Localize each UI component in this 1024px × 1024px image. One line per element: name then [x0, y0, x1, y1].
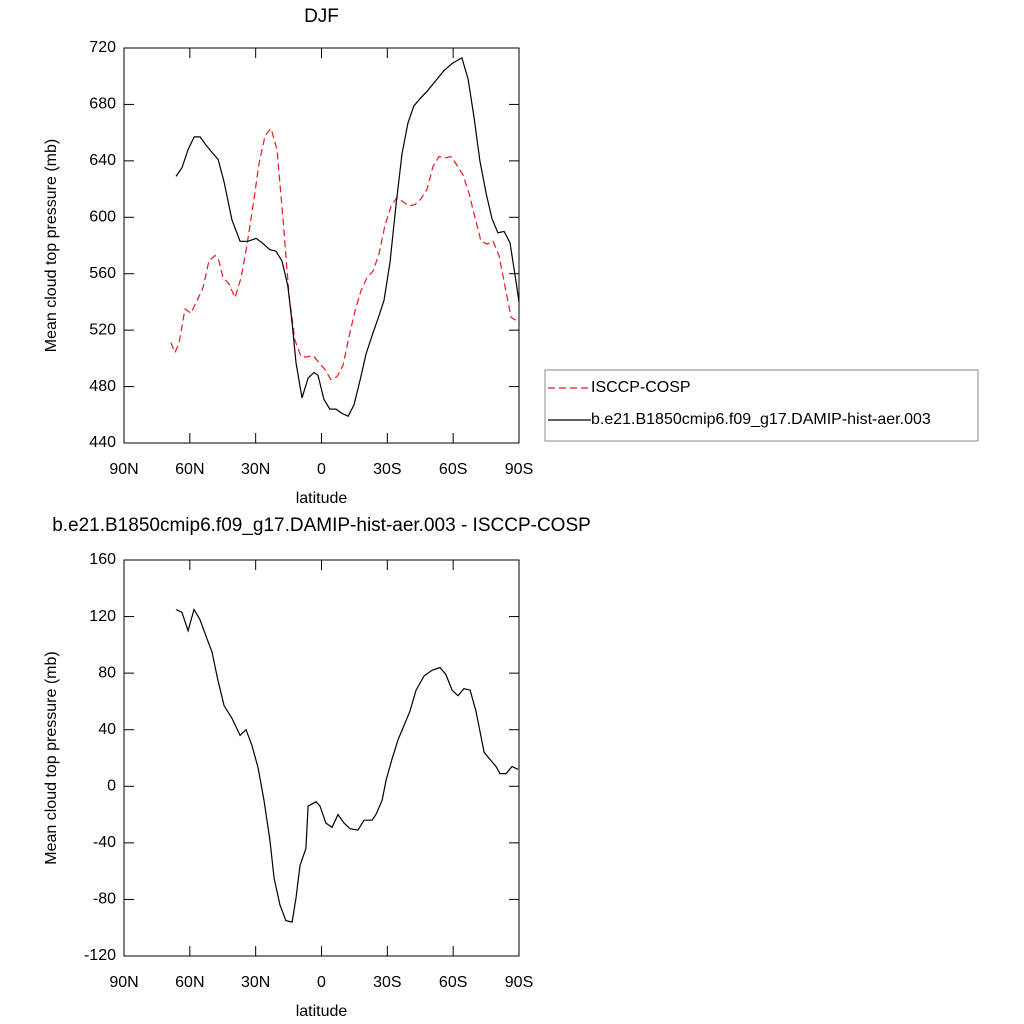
y-tick-label: -40	[93, 834, 116, 851]
y-tick-label: -120	[84, 947, 116, 964]
x-tick-label: 30N	[241, 461, 270, 478]
x-tick-label: 30S	[373, 461, 401, 478]
x-tick-label: 60S	[439, 461, 467, 478]
y-tick-label: 440	[89, 434, 116, 451]
chart-title: b.e21.B1850cmip6.f09_g17.DAMIP-hist-aer.…	[52, 515, 591, 536]
y-tick-label: 640	[89, 152, 116, 169]
x-tick-label: 90S	[505, 461, 533, 478]
y-axis-label: Mean cloud top pressure (mb)	[43, 139, 60, 352]
x-tick-label: 90N	[109, 461, 138, 478]
plot-frame	[123, 47, 520, 444]
y-tick-label: 480	[89, 378, 116, 395]
legend-label: b.e21.B1850cmip6.f09_g17.DAMIP-hist-aer.…	[591, 411, 931, 428]
y-tick-label: -80	[93, 891, 116, 908]
y-tick-label: 600	[89, 209, 116, 226]
legend-label: ISCCP-COSP	[591, 379, 691, 396]
data-line	[170, 127, 519, 381]
x-tick-label: 60N	[175, 461, 204, 478]
x-axis-label: latitude	[296, 1003, 348, 1020]
x-tick-label: 0	[317, 461, 326, 478]
y-tick-label: 40	[98, 721, 116, 738]
y-tick-label: 0	[107, 778, 116, 795]
x-tick-label: 0	[317, 974, 326, 991]
x-tick-label: 90S	[505, 974, 533, 991]
y-tick-label: 720	[89, 39, 116, 56]
y-tick-label: 160	[89, 551, 116, 568]
x-tick-label: 60S	[439, 974, 467, 991]
y-tick-label: 120	[89, 608, 116, 625]
x-tick-label: 90N	[109, 974, 138, 991]
y-tick-label: 80	[98, 664, 116, 681]
chart-title: DJF	[304, 6, 339, 27]
y-tick-label: 520	[89, 321, 116, 338]
data-line	[175, 57, 520, 417]
x-axis-label: latitude	[296, 490, 348, 507]
x-tick-label: 60N	[175, 974, 204, 991]
x-tick-label: 30N	[241, 974, 270, 991]
x-tick-label: 30S	[373, 974, 401, 991]
plot-frame	[123, 559, 520, 957]
y-axis-label: Mean cloud top pressure (mb)	[43, 651, 60, 864]
legend-box	[544, 369, 979, 442]
y-tick-label: 560	[89, 265, 116, 282]
y-tick-label: 680	[89, 96, 116, 113]
data-line	[175, 607, 519, 923]
